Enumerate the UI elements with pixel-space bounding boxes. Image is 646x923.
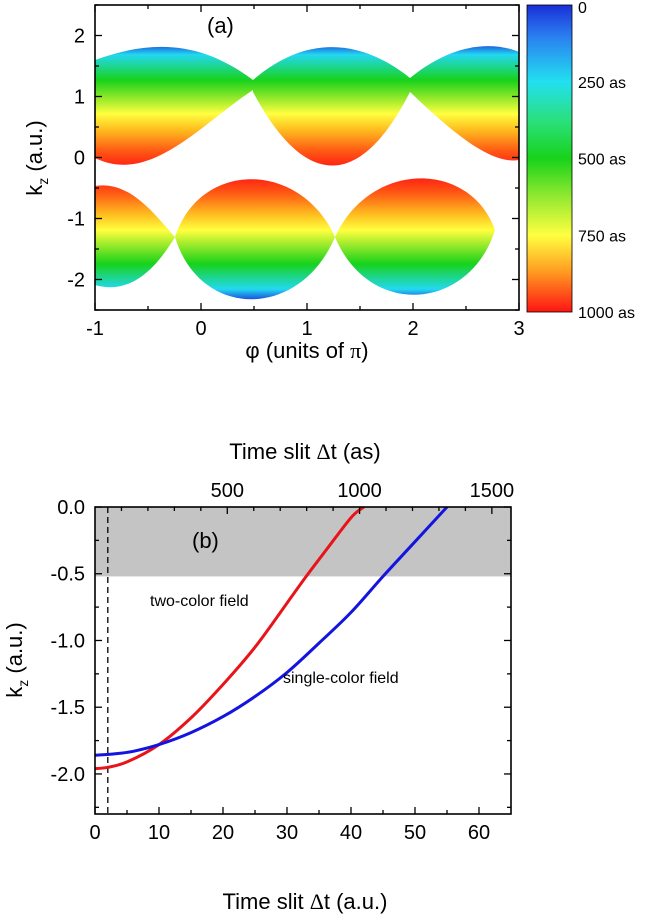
series-line-two-color [95,507,365,771]
x-tick-label-b: 40 [340,822,362,844]
y-tick-label-b: 0.0 [57,497,85,519]
y-tick-label-a: -1 [67,209,85,231]
panel-label-a: (a) [207,13,234,38]
y-axis-label-b: kz (a.u.) [2,622,31,697]
lower-band [335,178,495,295]
top-x-tick-label-b: 1500 [470,480,515,502]
colorbar-gradient [526,4,573,313]
y-axis-label-a: kz (a.u.) [22,120,51,195]
x-tick-label-b: 60 [468,822,490,844]
upper-band [253,47,410,166]
lower-band [175,179,335,300]
x-axis-label-a: φ (units of π) [245,338,368,363]
panel-a: -1 0 1 2 3 -2 -1 0 1 2 (a) φ (units of π) kz (a.u… [22,4,525,363]
x-axis-label-b: Time slit Δt (a.u.) [223,889,388,914]
panel-b: Time slit Δt (as) 0 10 20 30 40 50 60 500 1000 15… [2,439,514,914]
colorbar-label: 750 as [578,228,626,245]
colorbar-labels: 0 250 as 500 as 750 as 1000 as [578,0,635,322]
colorbar: 0 250 as 500 as 750 as 1000 as [526,0,635,322]
panel-label-b: (b) [192,528,219,553]
upper-band [410,46,519,161]
x-tick-label-a: -1 [86,318,104,340]
x-tick-label-b: 10 [148,822,170,844]
plot-frame-b [94,506,512,815]
y-tick-label-a: 0 [74,148,85,170]
top-x-tick-label-b: 500 [211,480,244,502]
ticks-b: 0 10 20 30 40 50 60 500 1000 1500 0.0 -0.5 -1.0 -1.5 -… [51,480,515,844]
series-line-single-color [95,507,449,757]
series-label-single-color: single-color field [283,670,399,687]
colorbar-label: 500 as [578,152,626,169]
colorbar-label: 1000 as [578,305,635,322]
x-tick-label-b: 30 [276,822,298,844]
upper-band [95,46,253,165]
y-tick-label-b: -0.5 [51,564,85,586]
x-tick-label-a: 2 [407,318,418,340]
y-tick-label-b: -1.0 [51,630,85,652]
shaded-region [95,507,511,577]
lower-band [95,185,175,288]
colorbar-label: 0 [578,0,587,17]
x-tick-label-b: 50 [404,822,426,844]
top-x-axis-title-b: Time slit Δt (as) [229,439,380,464]
x-tick-label-a: 0 [195,318,206,340]
x-tick-label-b: 0 [89,822,100,844]
y-tick-label-b: -1.5 [51,697,85,719]
ticks-a: -1 0 1 2 3 -2 -1 0 1 2 [67,4,525,340]
x-tick-label-a: 3 [513,318,524,340]
colorbar-label: 250 as [578,75,626,92]
top-x-tick-label-b: 1000 [337,480,382,502]
y-tick-label-a: 1 [74,87,85,109]
x-tick-label-a: 1 [301,318,312,340]
y-tick-label-a: -2 [67,270,85,292]
y-tick-label-a: 2 [74,26,85,48]
series-label-two-color: two-color field [150,593,249,610]
x-tick-label-b: 20 [212,822,234,844]
y-tick-label-b: -2.0 [51,764,85,786]
